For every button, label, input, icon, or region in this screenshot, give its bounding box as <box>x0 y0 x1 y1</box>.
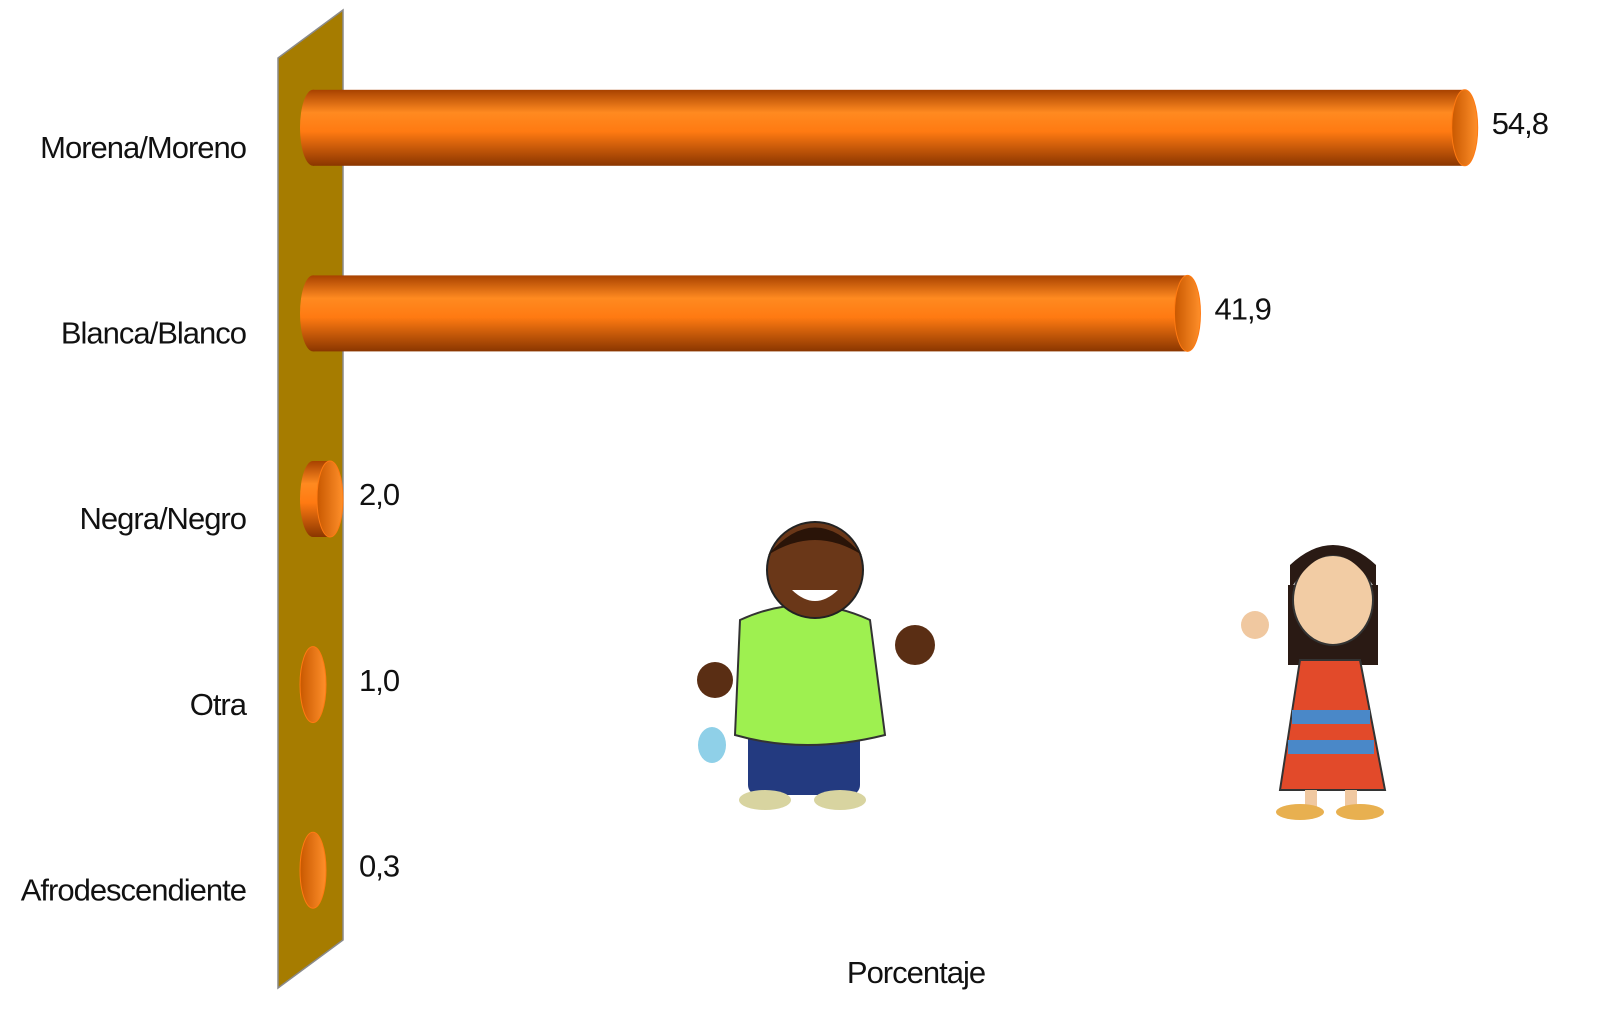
bar-body <box>313 89 1465 166</box>
girl-hand <box>1241 611 1269 639</box>
boy-head <box>766 521 864 619</box>
boy-shoe <box>814 790 866 810</box>
bar-cap <box>299 646 327 724</box>
bar <box>300 460 344 538</box>
y-tick-label: Blanca/Blanco <box>61 316 246 351</box>
bar-cap <box>316 460 344 538</box>
boy-shoe <box>739 790 791 810</box>
value-label: 0,3 <box>359 848 399 883</box>
girl-sandal <box>1276 804 1324 820</box>
boy-hand <box>895 625 935 665</box>
x-axis-title: Porcentaje <box>847 955 985 990</box>
y-tick-label: Negra/Negro <box>80 501 246 536</box>
bar-body <box>313 275 1188 352</box>
value-label: 54,8 <box>1492 106 1548 141</box>
y-tick-label: Afrodescendiente <box>21 872 246 907</box>
girl-pattern <box>1288 740 1374 754</box>
girl-dress <box>1278 659 1387 791</box>
girl-illustration <box>1241 545 1387 820</box>
girl-pattern <box>1292 710 1370 724</box>
bar <box>300 274 1201 352</box>
boy-toy <box>698 727 726 763</box>
bar <box>299 646 327 724</box>
girl-sandal <box>1336 804 1384 820</box>
value-label: 41,9 <box>1214 292 1270 327</box>
boy-shirt <box>733 604 887 746</box>
boy-hair <box>768 527 862 555</box>
bar-cap <box>1173 274 1201 352</box>
boy-hand <box>697 662 733 698</box>
bar-cap <box>1451 89 1479 167</box>
y-tick-label: Morena/Moreno <box>40 130 246 165</box>
value-label: 2,0 <box>359 477 400 512</box>
bar-cap <box>299 831 327 909</box>
value-label: 1,0 <box>359 663 400 698</box>
boy-smile <box>792 590 838 601</box>
boy-illustration <box>697 521 935 810</box>
bar <box>300 89 1479 167</box>
y-tick-label: Otra <box>190 687 248 722</box>
plot-area: Morena/Moreno 54,8 Blanca/Blanco 41,9 Negra/… <box>21 89 1549 909</box>
girl-bangs <box>1290 545 1376 590</box>
bar <box>299 831 327 909</box>
